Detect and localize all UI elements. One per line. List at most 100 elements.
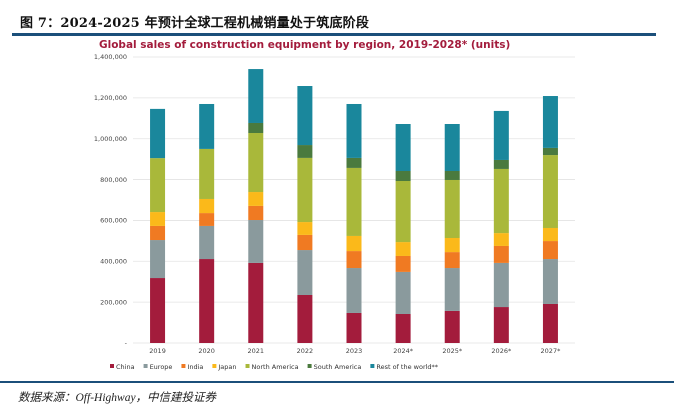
legend-swatch-rest-of-the-world xyxy=(370,364,375,368)
bar-segment-india xyxy=(346,251,362,269)
x-tick-label: 2026* xyxy=(491,347,512,355)
legend-label-europe: Europe xyxy=(150,363,173,371)
x-tick-label: 2024* xyxy=(393,347,414,355)
bar-segment-south-america xyxy=(444,170,460,180)
y-tick-label: 1,400,000 xyxy=(94,53,127,61)
bar-segment-japan xyxy=(150,212,166,226)
x-axis-ticks: 2019 2020 2021 2022 2023 2024* 2025* 2026* 2027* xyxy=(149,347,561,355)
bar-segment-japan xyxy=(444,237,460,253)
y-tick-label: 1,200,000 xyxy=(94,94,127,102)
bar-segment-south-america xyxy=(542,147,558,156)
bar-segment-europe xyxy=(297,250,313,295)
x-tick-label: 2023 xyxy=(346,347,363,355)
bar-segment-china xyxy=(248,262,264,343)
bar-segment-rest-of-the-world xyxy=(199,103,215,149)
bar-segment-india xyxy=(395,255,411,272)
bar-segment-north-america xyxy=(150,158,166,213)
bar-segment-north-america xyxy=(542,155,558,228)
bar-segment-rest-of-the-world xyxy=(346,103,362,158)
bar-segment-india xyxy=(542,241,558,260)
bar-segment-south-america xyxy=(248,122,264,133)
y-tick-label: 200,000 xyxy=(100,298,127,306)
bar-segment-china xyxy=(395,313,411,343)
bar-segment-europe xyxy=(542,259,558,304)
bar-segment-china xyxy=(346,312,362,343)
bar-segment-south-america xyxy=(297,145,313,158)
legend-swatch-europe xyxy=(143,364,148,368)
bar-segment-japan xyxy=(542,227,558,242)
bar-segment-china xyxy=(199,259,215,343)
bar-segment-north-america xyxy=(297,157,313,223)
source-note: 数据来源：Off-Highway，中信建投证券 xyxy=(18,392,217,404)
bar-segment-europe xyxy=(150,240,166,279)
bar-segment-india xyxy=(248,205,264,221)
x-tick-label: 2020 xyxy=(198,347,215,355)
bar-segment-north-america xyxy=(493,168,509,234)
bar-segment-rest-of-the-world xyxy=(444,124,460,171)
y-axis-ticks: - 200,000 400,000 600,000 800,000 1,000,000 1,… xyxy=(94,53,128,347)
bar-segment-china xyxy=(444,310,460,343)
bar-segment-japan xyxy=(248,192,264,206)
x-tick-label: 2021 xyxy=(248,347,265,355)
bar-segment-japan xyxy=(395,242,411,256)
bar-segment-rest-of-the-world xyxy=(150,108,166,159)
bar-segment-japan xyxy=(346,235,362,252)
bar-segment-europe xyxy=(493,262,509,308)
bar-segment-rest-of-the-world xyxy=(542,96,558,148)
bar-segment-south-america xyxy=(395,170,411,182)
bar-segment-china xyxy=(297,294,313,343)
bar-segment-japan xyxy=(297,222,313,235)
legend-label-japan: Japan xyxy=(217,363,236,371)
bar-segment-india xyxy=(199,213,215,226)
bar-segment-japan xyxy=(199,198,215,214)
legend-label-india: India xyxy=(187,363,203,371)
legend-label-north-america: North America xyxy=(252,363,299,371)
x-tick-label: 2027* xyxy=(541,347,562,355)
legend: China Europe India Japan North America South … xyxy=(110,363,439,371)
bar-segment-india xyxy=(444,252,460,269)
bar-segment-south-america xyxy=(346,157,362,168)
bar-segment-europe xyxy=(444,268,460,311)
y-tick-label: 400,000 xyxy=(100,257,127,265)
bars xyxy=(150,69,558,343)
top-divider xyxy=(12,33,656,36)
chart-title: Global sales of construction equipment b… xyxy=(99,39,510,51)
bar-segment-china xyxy=(150,278,166,343)
bar-segment-north-america xyxy=(444,179,460,238)
bar-segment-china xyxy=(493,307,509,343)
legend-label-rest-of-the-world: Rest of the world** xyxy=(376,363,438,371)
bar-segment-north-america xyxy=(248,132,264,193)
figure-title: 图 7：2024-2025 年预计全球工程机械销量处于筑底阶段 xyxy=(20,16,370,31)
bar-segment-rest-of-the-world xyxy=(493,110,509,160)
x-tick-label: 2019 xyxy=(149,347,166,355)
bar-segment-rest-of-the-world xyxy=(248,69,264,123)
bar-segment-south-america xyxy=(493,159,509,169)
x-tick-label: 2025* xyxy=(442,347,463,355)
legend-swatch-north-america xyxy=(245,364,250,368)
bar-segment-europe xyxy=(395,271,411,314)
bottom-divider xyxy=(0,381,674,383)
x-tick-label: 2022 xyxy=(297,347,314,355)
legend-label-south-america: South America xyxy=(314,363,362,371)
bar-segment-europe xyxy=(346,268,362,313)
legend-swatch-japan xyxy=(212,364,217,368)
bar-segment-india xyxy=(297,234,313,251)
bar-segment-rest-of-the-world xyxy=(395,124,411,171)
y-tick-label: 800,000 xyxy=(100,176,127,184)
bar-segment-india xyxy=(150,225,166,241)
legend-swatch-south-america xyxy=(307,364,312,368)
bar-segment-china xyxy=(542,303,558,343)
legend-swatch-india xyxy=(181,364,186,368)
legend-label-china: China xyxy=(116,363,135,371)
bar-segment-india xyxy=(493,245,509,263)
y-tick-label: 600,000 xyxy=(100,217,127,225)
y-tick-label: 1,000,000 xyxy=(94,135,127,143)
y-tick-label: - xyxy=(125,339,128,347)
bar-segment-rest-of-the-world xyxy=(297,86,313,146)
bar-segment-europe xyxy=(199,225,215,260)
bar-segment-north-america xyxy=(346,167,362,236)
bar-segment-japan xyxy=(493,233,509,246)
bar-segment-north-america xyxy=(395,181,411,243)
bar-segment-north-america xyxy=(199,148,215,199)
